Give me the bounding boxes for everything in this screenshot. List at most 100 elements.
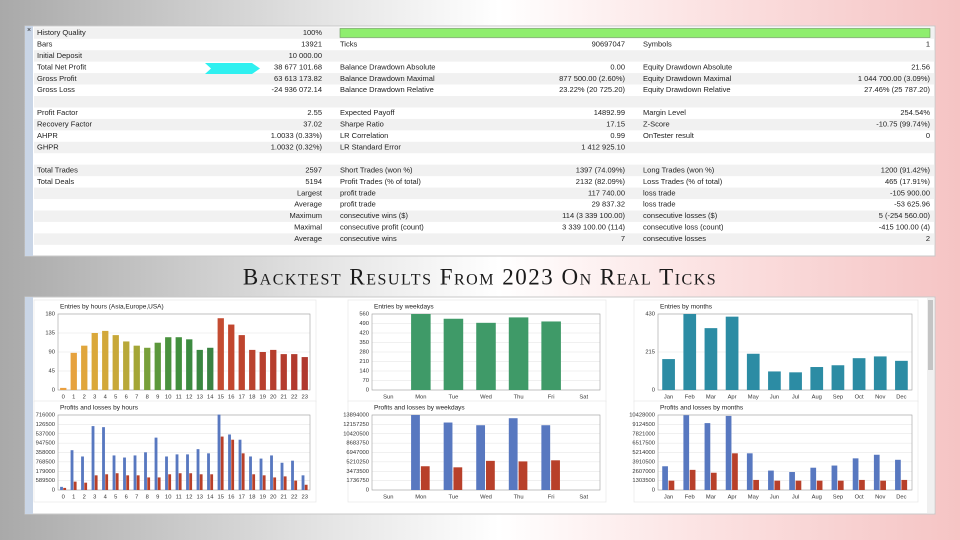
y-tick-label: 0	[366, 388, 369, 394]
x-tick-label: Thu	[514, 495, 524, 501]
bar	[476, 425, 486, 490]
close-icon[interactable]: ×	[27, 27, 31, 34]
y-tick-label: 0	[366, 488, 369, 494]
y-tick-label: 0	[52, 388, 55, 394]
x-tick-label: 7	[135, 495, 138, 501]
x-tick-label: 17	[239, 395, 245, 401]
bar	[283, 476, 287, 490]
bar	[91, 426, 95, 490]
x-tick-label: 13	[197, 395, 203, 401]
y-tick-label: 490	[359, 321, 369, 327]
cell-value: -24 936 072.14	[272, 85, 322, 94]
bar	[768, 371, 781, 390]
cell-value: Average	[294, 200, 322, 209]
cell-label: LR Correlation	[340, 131, 388, 140]
bar	[294, 480, 298, 490]
cell-value: 27.46% (25 787.20)	[864, 85, 930, 94]
cell-value: 2597	[305, 165, 322, 174]
x-tick-label: 14	[207, 395, 214, 401]
scrollbar-thumb[interactable]	[928, 300, 933, 370]
row-band	[34, 118, 934, 131]
bar	[91, 333, 98, 390]
row-band	[34, 187, 934, 200]
cell-value: 5194	[305, 177, 322, 186]
bar	[123, 457, 126, 490]
y-tick-label: 1736750	[346, 478, 369, 484]
x-tick-label: 0	[62, 495, 65, 501]
cell-value: 2.55	[307, 108, 322, 117]
bar	[789, 472, 795, 490]
bar	[238, 335, 245, 390]
bar	[259, 458, 263, 490]
chart-title: Entries by weekdays	[374, 304, 434, 311]
cell-label: Recovery Factor	[37, 120, 93, 129]
cell-label: Bars	[37, 39, 53, 48]
scrollbar[interactable]	[927, 298, 934, 513]
bar	[70, 352, 77, 390]
cell-label: profit trade	[340, 188, 376, 197]
cell-label: Profit Trades (% of total)	[340, 177, 421, 186]
cell-label: Z-Score	[643, 120, 670, 129]
y-tick-label: 280	[359, 350, 369, 356]
bar	[291, 460, 294, 490]
cell-value: -415 100.00 (4)	[879, 223, 931, 232]
row-band	[34, 164, 934, 177]
y-tick-label: 6947000	[346, 450, 369, 456]
y-tick-label: 560	[359, 312, 369, 318]
cell-label: Gross Profit	[37, 74, 78, 83]
cell-label: consecutive losses ($)	[643, 211, 718, 220]
bar	[259, 352, 266, 390]
bar	[81, 456, 84, 490]
bar	[662, 466, 668, 490]
x-tick-label: Mar	[706, 395, 716, 401]
row-band	[34, 96, 934, 108]
bar	[704, 423, 711, 490]
bar	[207, 347, 214, 390]
cell-label: Short Trades (won %)	[340, 165, 413, 174]
cell-label: Profit Factor	[37, 108, 78, 117]
bar	[165, 456, 168, 490]
bar	[175, 454, 179, 490]
bar	[249, 456, 252, 490]
cell-label: LR Standard Error	[340, 142, 401, 151]
bar	[60, 387, 67, 390]
cell-value: 63 613 173.82	[274, 74, 322, 83]
cell-label: profit trade	[340, 200, 376, 209]
cell-value: 1 044 700.00 (3.09%)	[858, 74, 931, 83]
bar	[94, 475, 98, 490]
x-tick-label: 10	[165, 395, 171, 401]
x-tick-label: Apr	[728, 495, 737, 501]
x-tick-label: 16	[228, 495, 234, 501]
cell-label: Balance Drawdown Relative	[340, 85, 434, 94]
y-tick-label: 8683750	[346, 441, 369, 447]
cell-label: Margin Level	[643, 108, 686, 117]
bar	[746, 453, 753, 490]
x-tick-label: Jul	[792, 395, 799, 401]
bar	[73, 481, 77, 490]
row-band	[34, 233, 934, 245]
cell-label: Ticks	[340, 39, 357, 48]
bar	[133, 455, 137, 490]
y-tick-label: 6517500	[632, 441, 655, 447]
cell-value: 37.02	[303, 120, 322, 129]
x-tick-label: Mon	[415, 495, 426, 501]
x-tick-label: 10	[165, 495, 171, 501]
bar	[508, 418, 518, 490]
x-tick-label: 18	[249, 395, 255, 401]
cell-value: 21.56	[911, 62, 930, 71]
x-tick-label: 1	[72, 395, 75, 401]
bar	[725, 415, 732, 490]
y-tick-label: 0	[652, 488, 655, 494]
x-tick-label: 2	[83, 495, 86, 501]
cell-value: 114 (3 339 100.00)	[562, 211, 625, 220]
cell-value: 2132 (82.09%)	[576, 177, 626, 186]
x-tick-label: 8	[146, 395, 149, 401]
plot-border	[657, 414, 913, 491]
bar	[443, 422, 453, 490]
cell-value: 117 740.00	[588, 188, 625, 197]
cell-value: 23.22% (20 725.20)	[559, 85, 625, 94]
cell-value: 465 (17.91%)	[885, 177, 931, 186]
cell-label: consecutive wins	[340, 234, 397, 243]
bar	[411, 314, 431, 390]
chart-title: Entries by months	[660, 304, 713, 311]
